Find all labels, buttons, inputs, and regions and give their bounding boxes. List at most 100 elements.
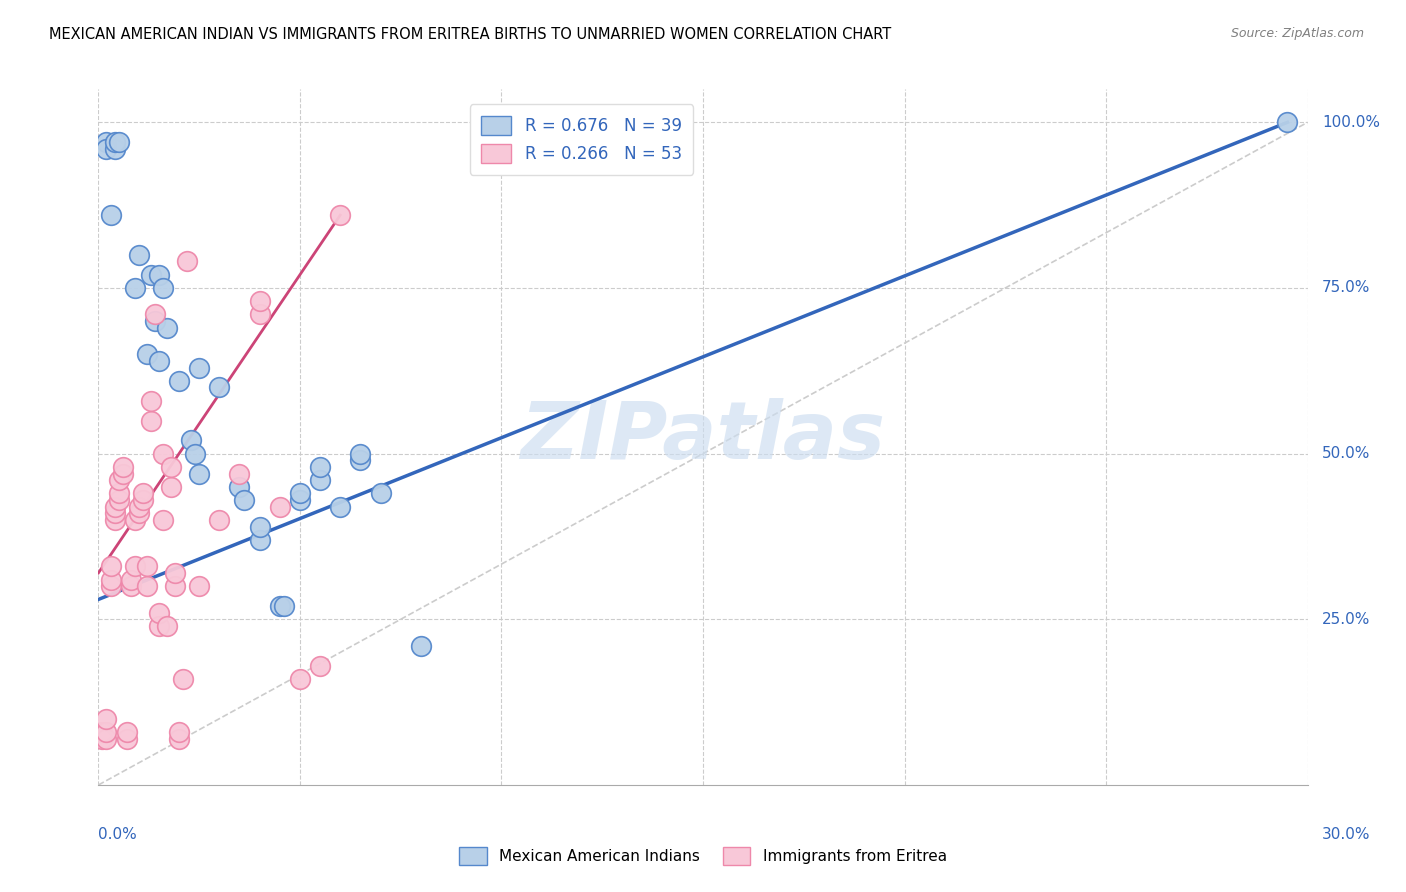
Point [188,360,211,375]
Point [103,500,125,514]
Point [309,658,332,673]
Point [288,486,311,500]
Point [188,467,211,481]
Point [120,573,142,587]
Point [329,208,352,222]
Point [124,513,146,527]
Point [208,380,231,394]
Text: 100.0%: 100.0% [1322,115,1381,130]
Point [228,467,250,481]
Text: 75.0%: 75.0% [1322,280,1371,295]
Point [184,447,207,461]
Legend: R = 0.676   N = 39, R = 0.266   N = 53: R = 0.676 N = 39, R = 0.266 N = 53 [470,104,693,175]
Point [128,248,150,262]
Point [135,347,157,361]
Point [156,320,179,334]
Point [176,254,198,268]
Point [167,374,190,388]
Point [135,579,157,593]
Point [91,725,114,739]
Point [96,135,118,149]
Point [107,135,129,149]
Point [107,493,129,508]
Text: 50.0%: 50.0% [1322,446,1371,461]
Text: 0.0%: 0.0% [98,827,138,842]
Point [167,725,190,739]
Point [163,579,186,593]
Text: ZIPatlas: ZIPatlas [520,398,886,476]
Point [96,142,118,156]
Point [160,480,183,494]
Point [409,639,432,653]
Text: MEXICAN AMERICAN INDIAN VS IMMIGRANTS FROM ERITREA BIRTHS TO UNMARRIED WOMEN COR: MEXICAN AMERICAN INDIAN VS IMMIGRANTS FR… [49,27,891,42]
Point [160,459,183,474]
Point [132,486,155,500]
Point [100,208,122,222]
Point [120,579,142,593]
Point [124,559,146,574]
Point [152,447,174,461]
Point [329,500,352,514]
Point [143,314,166,328]
Point [288,493,311,508]
Point [148,268,170,282]
Point [103,142,125,156]
Point [249,519,271,533]
Point [111,467,134,481]
Point [249,308,271,322]
Point [100,573,122,587]
Point [273,599,295,613]
Point [228,480,250,494]
Point [103,506,125,520]
Point [309,473,332,487]
Point [128,506,150,520]
Point [1277,115,1299,129]
Point [115,731,138,746]
Point [103,135,125,149]
Point [148,354,170,368]
Text: Source: ZipAtlas.com: Source: ZipAtlas.com [1230,27,1364,40]
Point [349,447,371,461]
Point [139,268,162,282]
Legend: Mexican American Indians, Immigrants from Eritrea: Mexican American Indians, Immigrants fro… [453,841,953,871]
Point [107,486,129,500]
Text: 25.0%: 25.0% [1322,612,1371,627]
Point [111,459,134,474]
Text: 30.0%: 30.0% [1322,827,1371,842]
Point [172,672,194,686]
Point [370,486,392,500]
Point [96,725,118,739]
Point [249,294,271,309]
Point [107,473,129,487]
Point [139,393,162,408]
Point [148,606,170,620]
Point [91,731,114,746]
Point [249,533,271,547]
Point [188,579,211,593]
Point [143,308,166,322]
Point [128,500,150,514]
Point [152,281,174,295]
Point [96,731,118,746]
Point [103,513,125,527]
Point [309,459,332,474]
Point [100,579,122,593]
Point [96,712,118,726]
Point [156,619,179,633]
Point [208,513,231,527]
Point [152,513,174,527]
Point [132,493,155,508]
Point [124,281,146,295]
Point [115,725,138,739]
Point [232,493,254,508]
Point [349,453,371,467]
Point [288,672,311,686]
Point [148,619,170,633]
Point [269,500,291,514]
Point [163,566,186,580]
Point [139,413,162,427]
Point [269,599,291,613]
Point [100,559,122,574]
Point [167,731,190,746]
Point [135,559,157,574]
